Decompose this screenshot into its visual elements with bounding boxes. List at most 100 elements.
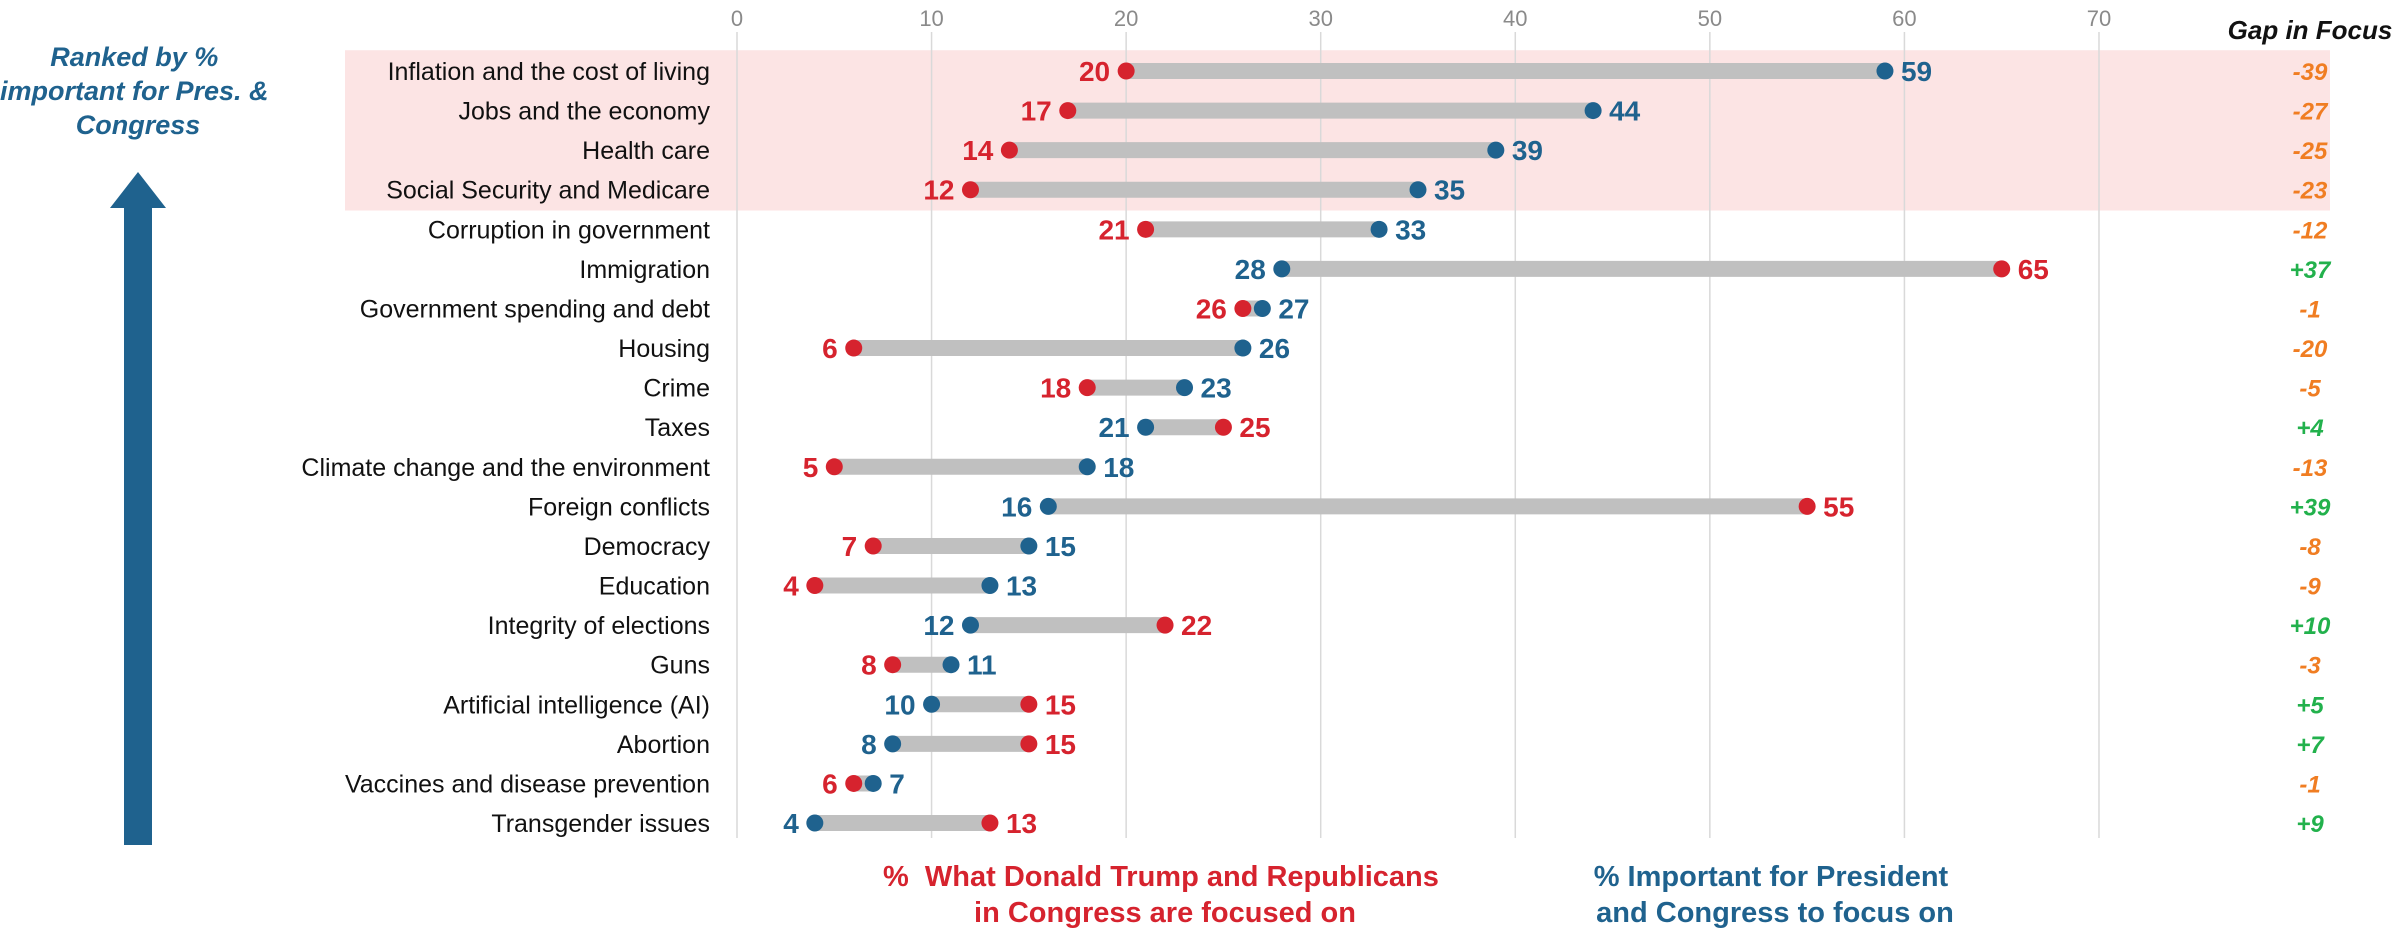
chart-row: Integrity of elections 22 12 +10 [488,610,2331,641]
gap-value-label: -25 [2293,138,2328,165]
important-value-label: 10 [884,689,915,720]
category-label: Foreign conflicts [528,493,710,521]
gap-value-label: +5 [2296,692,2324,719]
important-value-label: 28 [1235,254,1266,285]
focused-point [1137,220,1155,238]
important-point [1876,62,1894,80]
chart-row: Crime 18 23 -5 [643,373,2321,404]
chart-row: Abortion 15 8 +7 [617,729,2325,760]
gap-value-label: -20 [2293,336,2328,363]
tick-label-10: 10 [919,6,943,31]
important-point [1020,537,1038,555]
gap-value-label: -8 [2299,534,2321,561]
ranking-arrow-shaft [124,205,152,845]
important-value-label: 33 [1395,214,1426,245]
important-point [864,774,882,792]
focused-value-label: 13 [1006,808,1037,839]
focused-point [884,656,902,674]
important-value-label: 35 [1434,175,1465,206]
focused-point [1798,497,1816,515]
category-label: Guns [650,652,710,680]
x-axis-ticks: 0 10 20 30 40 50 60 70 [731,6,2111,31]
focused-point [845,774,863,792]
category-label: Transgender issues [491,810,710,838]
category-label: Inflation and the cost of living [388,58,710,86]
important-point [806,814,824,832]
focused-point [1117,62,1135,80]
category-label: Vaccines and disease prevention [345,770,710,798]
gridlines [736,32,2100,838]
chart-row: Health care 14 39 -25 [582,135,2328,166]
important-point [1253,299,1271,317]
category-label: Government spending and debt [360,295,710,323]
tick-label-60: 60 [1892,6,1916,31]
category-label: Crime [643,375,710,403]
important-value-label: 44 [1609,96,1641,127]
chart-rows: Inflation and the cost of living 20 59 -39 J… [301,56,2332,839]
important-point [1176,379,1194,397]
focused-point [1020,695,1038,713]
legend-important-line-2: and Congress to focus on [1596,897,1954,929]
focused-value-label: 55 [1823,491,1854,522]
category-label: Health care [582,137,710,165]
chart-row: Inflation and the cost of living 20 59 -39 [388,56,2328,87]
gap-value-label: -27 [2293,99,2329,126]
side-label-line-2: important for Pres. & [0,76,269,106]
important-value-label: 18 [1103,452,1134,483]
focused-value-label: 15 [1045,729,1076,760]
focused-value-label: 65 [2018,254,2049,285]
focused-value-label: 15 [1045,689,1076,720]
important-value-label: 27 [1278,293,1309,324]
focused-value-label: 25 [1239,412,1270,443]
important-point [1487,141,1505,159]
focused-value-label: 21 [1098,214,1129,245]
focused-value-label: 18 [1040,373,1071,404]
chart-row: Housing 6 26 -20 [618,333,2328,364]
chart-row: Social Security and Medicare 12 35 -23 [386,175,2328,206]
gap-value-label: +4 [2296,415,2323,442]
important-value-label: 7 [889,768,905,799]
gap-value-label: -13 [2293,455,2328,482]
tick-label-20: 20 [1114,6,1138,31]
focused-point [1234,299,1252,317]
focused-value-label: 20 [1079,56,1110,87]
important-value-label: 26 [1259,333,1290,364]
tick-label-70: 70 [2087,6,2111,31]
important-value-label: 16 [1001,491,1032,522]
focused-value-label: 26 [1196,293,1227,324]
focused-value-label: 5 [803,452,819,483]
focused-value-label: 6 [822,768,838,799]
focused-value-label: 17 [1021,96,1052,127]
chart-row: Taxes 25 21 +4 [645,412,2324,443]
focused-value-label: 8 [861,650,877,681]
tick-label-50: 50 [1698,6,1722,31]
gap-value-label: -1 [2299,771,2320,798]
gap-value-label: -3 [2299,653,2321,680]
category-label: Education [599,573,710,601]
focused-point [1000,141,1018,159]
chart-row: Democracy 7 15 -8 [584,531,2322,562]
chart-row: Vaccines and disease prevention 6 7 -1 [345,768,2321,799]
gap-value-label: +10 [2290,613,2331,640]
important-point [1370,220,1388,238]
focused-point [806,577,824,595]
important-value-label: 11 [967,650,997,681]
legend-important: % Important for President and Congress t… [1594,861,1957,929]
category-label: Abortion [617,731,710,759]
focused-point [961,181,979,199]
important-value-label: 4 [783,808,799,839]
focused-value-label: 6 [822,333,838,364]
chart-row: Climate change and the environment 5 18 -13 [301,452,2328,483]
tick-label-0: 0 [731,6,743,31]
legend-important-line-1: % Important for President [1594,861,1949,893]
category-label: Immigration [579,256,710,284]
focused-point [864,537,882,555]
focused-point [1993,260,2011,278]
important-point [1234,339,1252,357]
category-label: Corruption in government [428,216,710,244]
chart-row: Government spending and debt 26 27 -1 [360,293,2321,324]
important-value-label: 12 [923,610,954,641]
gap-value-label: -23 [2293,178,2328,205]
focused-point [1059,102,1077,120]
